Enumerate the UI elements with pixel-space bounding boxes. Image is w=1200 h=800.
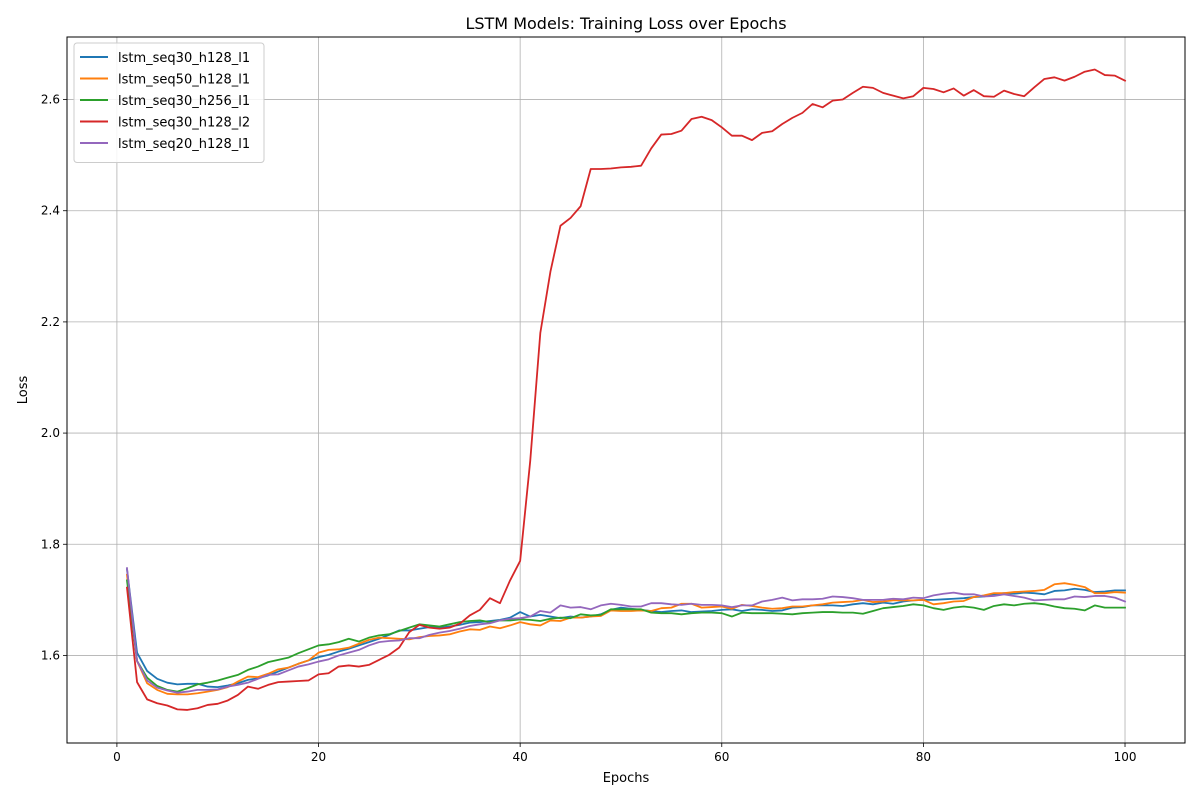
- y-tick-label: 2.4: [41, 204, 60, 218]
- series-line-lstm_seq20_h128_l1: [125, 567, 1127, 694]
- series-line-lstm_seq50_h128_l1: [125, 573, 1126, 696]
- y-tick-label: 2.2: [41, 315, 60, 329]
- x-tick-label: 60: [714, 750, 729, 764]
- y-axis-label: Loss: [16, 376, 31, 405]
- x-tick-label: 0: [113, 750, 121, 764]
- series-line-lstm_seq30_h256_l1: [125, 579, 1126, 693]
- series-line-lstm_seq30_h128_l2: [125, 68, 1127, 711]
- axis-ticks: 0 20 40 60 80 100 1.6 1.8 2.0 2.2 2.4 2.6: [41, 93, 1137, 764]
- grid: [67, 37, 1185, 743]
- series-layer: [125, 68, 1127, 711]
- x-tick-label: 80: [916, 750, 931, 764]
- legend-label: lstm_seq30_h128_l2: [118, 116, 250, 131]
- x-tick-label: 40: [513, 750, 528, 764]
- y-tick-label: 2.0: [41, 426, 60, 440]
- y-tick-label: 2.6: [41, 93, 60, 107]
- chart-title: LSTM Models: Training Loss over Epochs: [465, 14, 786, 33]
- legend: lstm_seq30_h128_l1 lstm_seq50_h128_l1lstm…: [73, 42, 265, 163]
- legend-box: [73, 42, 265, 163]
- y-tick-label: 1.8: [41, 537, 60, 551]
- legend-label: lstm_seq30_h128_l1: [118, 51, 250, 66]
- legend-label: lstm_seq50_h128_l1: [118, 73, 250, 88]
- y-tick-label: 1.6: [41, 648, 60, 662]
- plot-frame: [66, 36, 1186, 744]
- x-axis-label: Epochs: [603, 771, 650, 786]
- x-tick-label: 20: [311, 750, 326, 764]
- x-tick-label: 100: [1114, 750, 1137, 764]
- legend-label: lstm_seq30_h256_l1: [118, 94, 250, 109]
- legend-label: lstm_seq20_h128_l1: [118, 137, 250, 152]
